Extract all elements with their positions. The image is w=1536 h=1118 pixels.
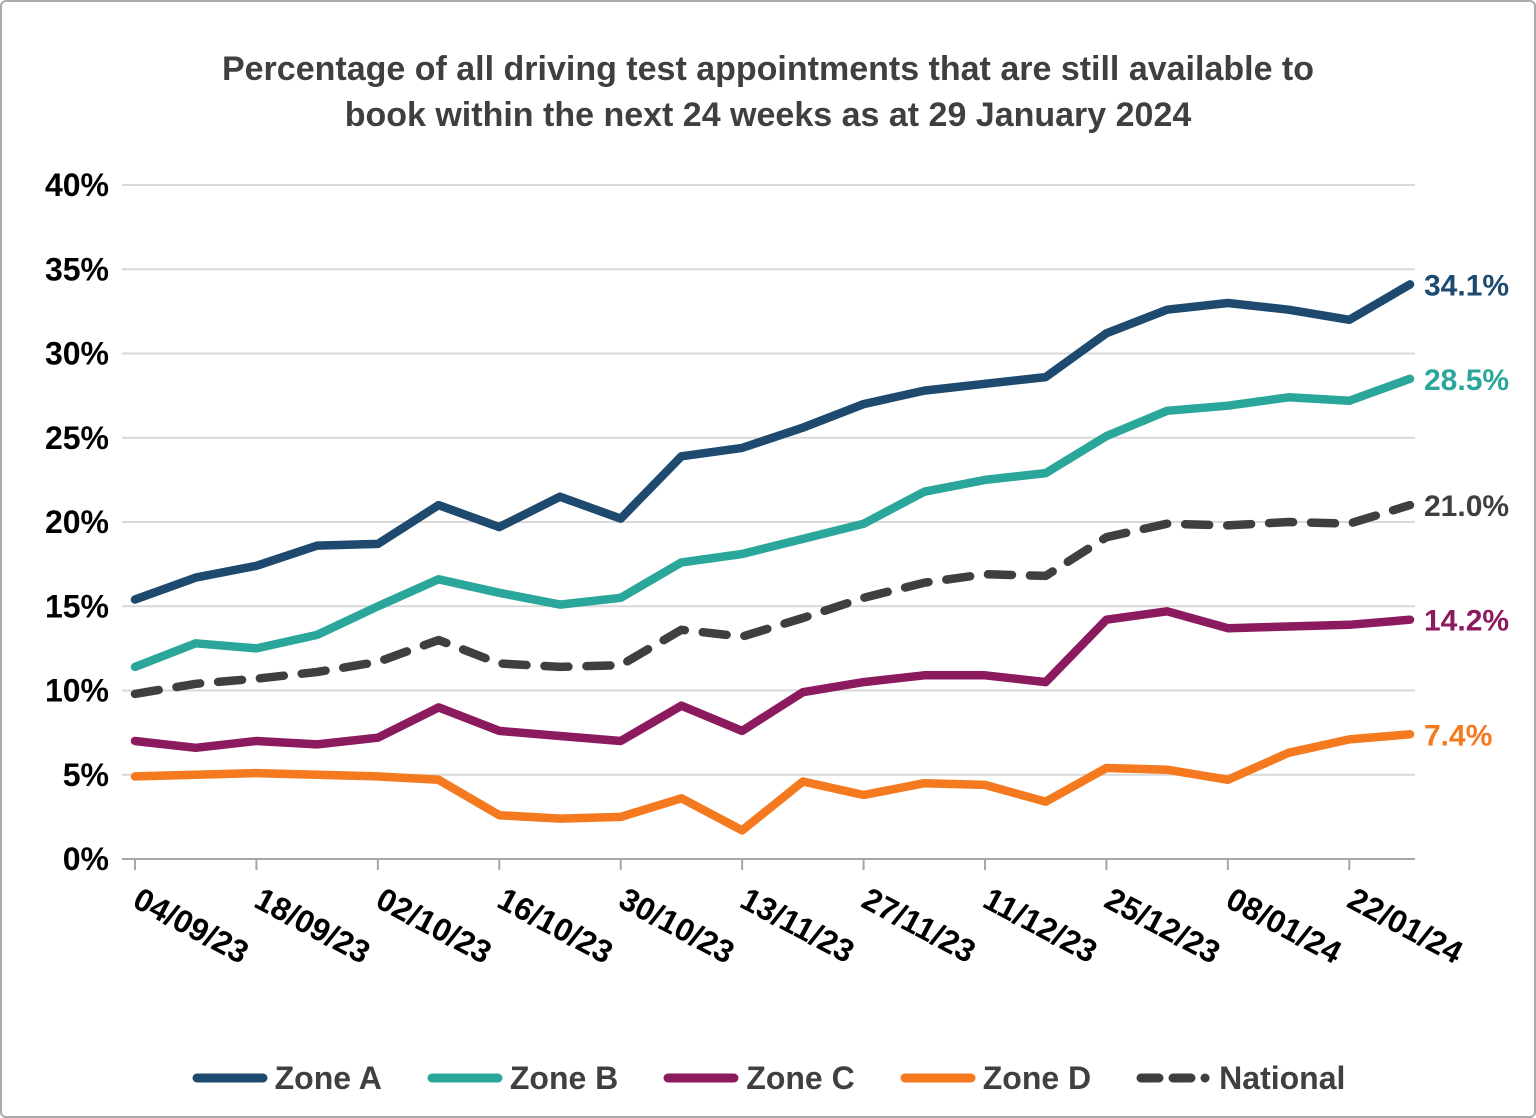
y-axis-tick-label: 35% [45, 251, 109, 287]
legend-item-national: National [1135, 1060, 1345, 1097]
y-axis-tick-label: 25% [45, 420, 109, 456]
chart-title-line1: Percentage of all driving test appointme… [221, 50, 1315, 88]
x-axis-tick-label: 22/01/24 [1342, 880, 1469, 970]
legend-swatch-national [1136, 1073, 1212, 1083]
legend-swatch-zone-b [427, 1073, 503, 1083]
series-line-zone-c [130, 607, 1415, 753]
y-axis-tick-label: 15% [45, 588, 109, 624]
series-end-label-zone-a: 34.1% [1424, 269, 1509, 302]
x-axis-tick-label: 18/09/23 [249, 880, 376, 970]
legend-item-zone-a: Zone A [191, 1060, 382, 1097]
y-axis-tick-label: 20% [45, 504, 109, 540]
legend-item-zone-c: Zone C [662, 1059, 855, 1097]
series-line-zone-d [130, 730, 1415, 835]
legend-swatch-zone-d [900, 1073, 976, 1083]
legend-item-zone-b: Zone B [426, 1060, 618, 1097]
legend-item-zone-d: Zone D [899, 1060, 1091, 1097]
series-line-national [130, 500, 1415, 699]
chart-title: Percentage of all driving test appointme… [2, 46, 1534, 138]
series-end-label-zone-d: 7.4% [1424, 719, 1492, 752]
y-axis-tick-label: 40% [45, 167, 109, 203]
x-axis-tick-label: 08/01/24 [1221, 880, 1348, 970]
series-line-zone-b [130, 374, 1415, 672]
legend-label: Zone A [274, 1059, 382, 1096]
series-end-label-zone-c: 14.2% [1424, 605, 1509, 638]
chart-title-line2: book within the next 24 weeks as at 29 J… [344, 96, 1192, 134]
legend-swatch-zone-a [192, 1073, 268, 1083]
legend-label: Zone C [746, 1059, 855, 1096]
x-axis-tick-label: 11/12/23 [978, 880, 1103, 969]
y-axis-tick-label: 0% [63, 841, 109, 877]
series-end-label-national: 21.0% [1424, 490, 1509, 523]
series-end-label-zone-b: 28.5% [1424, 364, 1509, 397]
y-axis-tick-label: 30% [45, 336, 109, 372]
x-axis-tick-label: 16/10/23 [492, 880, 619, 970]
x-axis-tick-label: 02/10/23 [371, 880, 498, 970]
y-axis-tick-label: 5% [63, 757, 109, 793]
y-axis-tick-label: 10% [45, 673, 109, 709]
x-axis-tick-label: 30/10/23 [613, 880, 740, 970]
x-axis-tick-label: 25/12/23 [1099, 880, 1226, 970]
x-axis-tick-label: 04/09/23 [128, 880, 255, 970]
legend-label: National [1219, 1059, 1346, 1096]
series-line-zone-a [130, 280, 1415, 604]
legend-swatch-zone-c [663, 1073, 739, 1083]
x-axis-tick-label: 27/11/23 [856, 880, 981, 969]
chart-legend: Zone A Zone B Zone C Zone D National [2, 1050, 1534, 1106]
legend-label: Zone B [509, 1059, 619, 1096]
legend-label: Zone D [982, 1059, 1092, 1096]
x-axis-tick-label: 13/11/23 [735, 880, 860, 969]
